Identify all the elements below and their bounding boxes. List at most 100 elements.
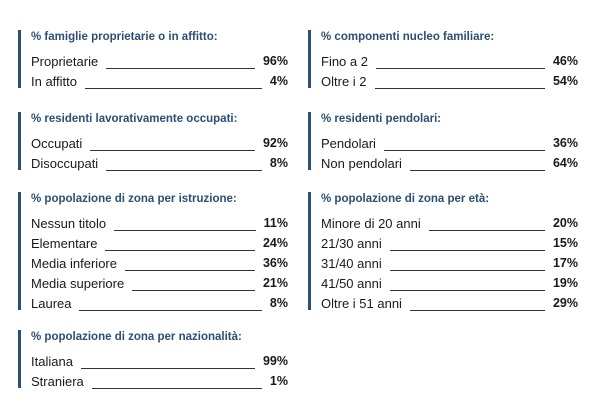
stat-row: Fino a 2 46% (321, 52, 578, 72)
stat-value: 8% (269, 296, 288, 310)
leader-line (90, 150, 255, 151)
stat-value: 1% (269, 374, 288, 388)
stat-value: 4% (269, 74, 288, 88)
stat-label: Minore di 20 anni (321, 216, 421, 231)
section-famiglie: % famiglie proprietarie o in affitto: Pr… (18, 30, 288, 89)
leader-line (390, 270, 545, 271)
stat-value: 24% (262, 236, 288, 250)
stat-value: 64% (552, 156, 578, 170)
stat-row: Oltre i 51 anni 29% (321, 294, 578, 314)
stat-label: Disoccupati (31, 156, 99, 171)
leader-line (390, 290, 545, 291)
section-title: % residenti pendolari: (321, 113, 442, 125)
stat-row: Elementare 24% (31, 234, 288, 254)
stat-row: Media inferiore 36% (31, 254, 288, 274)
stat-label: 21/30 anni (321, 236, 382, 251)
stat-row: 31/40 anni 17% (321, 254, 578, 274)
stat-value: 36% (552, 136, 578, 150)
section-occupati: % residenti lavorativamente occupati: Oc… (18, 112, 288, 171)
stat-row: Straniera 1% (31, 372, 288, 392)
stat-row: Minore di 20 anni 20% (321, 214, 578, 234)
leader-line (106, 170, 262, 171)
section-rows: Pendolari 36% Non pendolari 64% (321, 134, 578, 174)
stat-label: Italiana (31, 354, 73, 369)
stat-value: 20% (552, 216, 578, 230)
leader-line (114, 230, 256, 231)
leader-line (81, 368, 255, 369)
leader-line (375, 88, 545, 89)
stat-row: Non pendolari 64% (321, 154, 578, 174)
stat-label: Nessun titolo (31, 216, 107, 231)
section-title: % popolazione di zona per età: (321, 193, 490, 205)
section-title: % residenti lavorativamente occupati: (31, 113, 238, 125)
stat-label: Oltre i 51 anni (321, 296, 402, 311)
stat-label: Laurea (31, 296, 72, 311)
section-pendolari: % residenti pendolari: Pendolari 36% Non p… (308, 112, 578, 171)
section-rows: Occupati 92% Disoccupati 8% (31, 134, 288, 174)
section-title: % famiglie proprietarie o in affitto: (31, 31, 218, 43)
stat-label: Fino a 2 (321, 54, 368, 69)
leader-line (384, 150, 545, 151)
leader-line (132, 290, 255, 291)
stat-row: Pendolari 36% (321, 134, 578, 154)
stat-label: 31/40 anni (321, 256, 382, 271)
stat-label: Oltre i 2 (321, 74, 367, 89)
stat-label: Proprietarie (31, 54, 99, 69)
stat-label: In affitto (31, 74, 78, 89)
section-rows: Minore di 20 anni 20% 21/30 anni 15% 31/40 a… (321, 214, 578, 314)
stat-row: Oltre i 2 54% (321, 72, 578, 92)
stat-label: Occupati (31, 136, 83, 151)
section-componenti: % componenti nucleo familiare: Fino a 2 4… (308, 30, 578, 89)
stat-value: 8% (269, 156, 288, 170)
stat-label: Elementare (31, 236, 98, 251)
stat-row: Proprietarie 96% (31, 52, 288, 72)
stat-row: In affitto 4% (31, 72, 288, 92)
leader-line (410, 310, 545, 311)
stat-value: 36% (262, 256, 288, 270)
leader-line (376, 68, 545, 69)
stat-value: 99% (262, 354, 288, 368)
stat-value: 54% (552, 74, 578, 88)
stat-row: Media superiore 21% (31, 274, 288, 294)
section-rows: Fino a 2 46% Oltre i 2 54% (321, 52, 578, 92)
leader-line (106, 68, 255, 69)
stat-value: 96% (262, 54, 288, 68)
stat-value: 15% (552, 236, 578, 250)
stat-row: 41/50 anni 19% (321, 274, 578, 294)
leader-line (429, 230, 545, 231)
section-istruzione: % popolazione di zona per istruzione: Ne… (18, 192, 288, 311)
stat-label: Pendolari (321, 136, 376, 151)
stat-value: 19% (552, 276, 578, 290)
leader-line (85, 88, 262, 89)
section-title: % popolazione di zona per nazionalità: (31, 331, 242, 343)
stat-label: Media superiore (31, 276, 125, 291)
stat-label: Media inferiore (31, 256, 117, 271)
stat-row: Italiana 99% (31, 352, 288, 372)
section-nazionalita: % popolazione di zona per nazionalità: I… (18, 330, 288, 389)
stat-row: Occupati 92% (31, 134, 288, 154)
section-eta: % popolazione di zona per età: Minore di… (308, 192, 578, 311)
stat-row: Disoccupati 8% (31, 154, 288, 174)
section-title: % componenti nucleo familiare: (321, 31, 495, 43)
stat-row: Laurea 8% (31, 294, 288, 314)
stat-value: 11% (263, 216, 288, 230)
stat-value: 21% (262, 276, 288, 290)
stat-label: Non pendolari (321, 156, 402, 171)
stat-row: 21/30 anni 15% (321, 234, 578, 254)
stat-value: 29% (552, 296, 578, 310)
stat-label: Straniera (31, 374, 84, 389)
leader-line (390, 250, 545, 251)
leader-line (79, 310, 262, 311)
stat-value: 92% (262, 136, 288, 150)
stat-label: 41/50 anni (321, 276, 382, 291)
leader-line (92, 388, 262, 389)
section-title: % popolazione di zona per istruzione: (31, 193, 237, 205)
stat-value: 46% (552, 54, 578, 68)
leader-line (410, 170, 545, 171)
leader-line (105, 250, 255, 251)
section-rows: Italiana 99% Straniera 1% (31, 352, 288, 392)
stat-value: 17% (552, 256, 578, 270)
stat-row: Nessun titolo 11% (31, 214, 288, 234)
section-rows: Proprietarie 96% In affitto 4% (31, 52, 288, 92)
section-rows: Nessun titolo 11% Elementare 24% Media infer… (31, 214, 288, 314)
